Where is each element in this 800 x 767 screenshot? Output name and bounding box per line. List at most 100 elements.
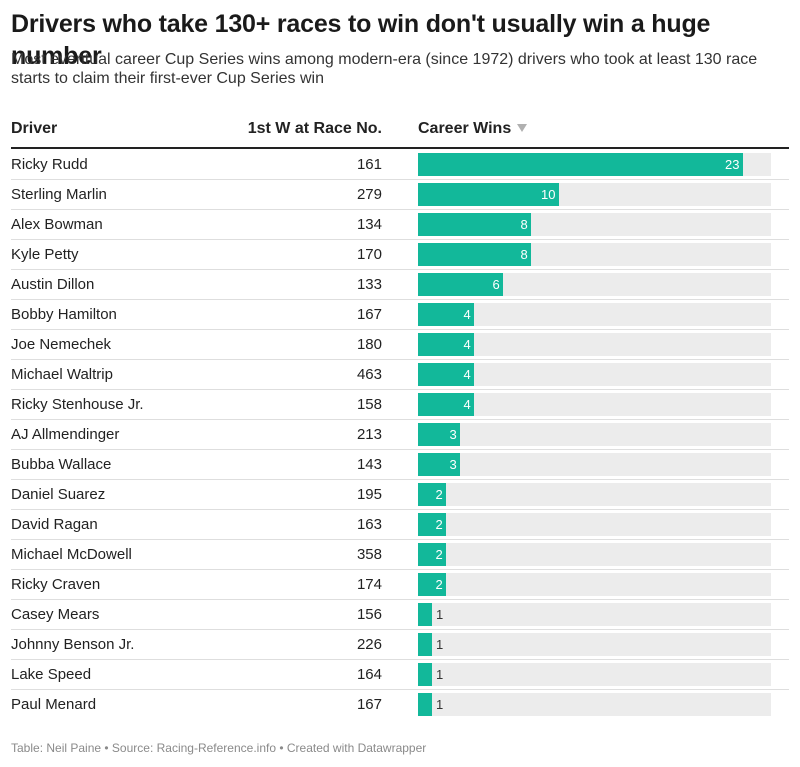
career-wins-bar xyxy=(418,243,531,266)
career-wins-value: 4 xyxy=(463,397,471,412)
first-win-race-number: 133 xyxy=(356,276,382,293)
career-wins-bar xyxy=(418,333,474,356)
first-win-race-number: 161 xyxy=(356,156,382,173)
driver-name: Paul Menard xyxy=(11,696,97,713)
career-wins-bar xyxy=(418,573,446,596)
bar-track: 2 xyxy=(418,543,771,566)
row-divider xyxy=(11,299,789,300)
row-divider xyxy=(11,539,789,540)
column-header-career-wins[interactable]: Career Wins xyxy=(418,117,528,141)
career-wins-bar xyxy=(418,393,474,416)
driver-name: Ricky Craven xyxy=(11,576,101,593)
career-wins-value: 8 xyxy=(520,247,528,262)
bar-track: 1 xyxy=(418,603,771,626)
driver-name: David Ragan xyxy=(11,516,98,533)
first-win-race-number: 180 xyxy=(356,336,382,353)
sort-descending-icon[interactable] xyxy=(517,123,528,132)
driver-name: Austin Dillon xyxy=(11,276,95,293)
column-header-driver[interactable]: Driver xyxy=(11,120,58,137)
bar-track: 2 xyxy=(418,573,771,596)
driver-name: Ricky Stenhouse Jr. xyxy=(11,396,144,413)
table-row: Joe Nemechek 180 4 xyxy=(0,330,800,360)
career-wins-value: 2 xyxy=(435,487,443,502)
driver-name: Casey Mears xyxy=(11,606,100,623)
first-win-race-number: 163 xyxy=(356,516,382,533)
table-row: Daniel Suarez 195 2 xyxy=(0,480,800,510)
driver-name: Sterling Marlin xyxy=(11,186,107,203)
first-win-race-number: 226 xyxy=(356,636,382,653)
career-wins-value: 2 xyxy=(435,547,443,562)
driver-name: Lake Speed xyxy=(11,666,92,683)
driver-name: Ricky Rudd xyxy=(11,156,88,173)
career-wins-bar xyxy=(418,423,460,446)
bar-track: 1 xyxy=(418,633,771,656)
bar-track: 3 xyxy=(418,423,771,446)
row-divider xyxy=(11,479,789,480)
source-footer: Table: Neil Paine • Source: Racing-Refer… xyxy=(11,741,427,755)
table-row: Michael Waltrip 463 4 xyxy=(0,360,800,390)
chart-subtitle: Most eventual career Cup Series wins amo… xyxy=(11,51,758,87)
first-win-race-number: 213 xyxy=(356,426,382,443)
row-divider xyxy=(11,359,789,360)
career-wins-value: 6 xyxy=(492,277,500,292)
bar-track: 3 xyxy=(418,453,771,476)
table-row: Paul Menard 167 1 xyxy=(0,690,800,720)
career-wins-bar xyxy=(418,513,446,536)
career-wins-value: 1 xyxy=(436,607,444,622)
table-row: AJ Allmendinger 213 3 xyxy=(0,420,800,450)
row-divider xyxy=(11,629,789,630)
row-divider xyxy=(11,209,789,210)
career-wins-bar xyxy=(418,663,432,686)
first-win-race-number: 195 xyxy=(356,486,382,503)
table-row: Austin Dillon 133 6 xyxy=(0,270,800,300)
column-header-first-win-race[interactable]: 1st W at Race No. xyxy=(247,120,382,137)
career-wins-value: 2 xyxy=(435,517,443,532)
bar-track: 4 xyxy=(418,393,771,416)
table-row: Ricky Stenhouse Jr. 158 4 xyxy=(0,390,800,420)
table-row: Sterling Marlin 279 10 xyxy=(0,180,800,210)
header-divider xyxy=(11,147,789,149)
driver-name: Joe Nemechek xyxy=(11,336,112,353)
bar-track: 23 xyxy=(418,153,771,176)
bar-track: 6 xyxy=(418,273,771,296)
career-wins-bar xyxy=(418,153,743,176)
career-wins-value: 4 xyxy=(463,307,471,322)
career-wins-value: 3 xyxy=(449,457,457,472)
driver-name: Kyle Petty xyxy=(11,246,79,263)
row-divider xyxy=(11,659,789,660)
bar-track: 1 xyxy=(418,663,771,686)
row-divider xyxy=(11,449,789,450)
first-win-race-number: 167 xyxy=(356,306,382,323)
first-win-race-number: 134 xyxy=(356,216,382,233)
career-wins-bar xyxy=(418,693,432,716)
career-wins-bar xyxy=(418,603,432,626)
row-divider xyxy=(11,179,789,180)
driver-name: Daniel Suarez xyxy=(11,486,106,503)
driver-name: Johnny Benson Jr. xyxy=(11,636,135,653)
career-wins-bar xyxy=(418,543,446,566)
bar-track: 2 xyxy=(418,513,771,536)
row-divider xyxy=(11,509,789,510)
first-win-race-number: 164 xyxy=(356,666,382,683)
row-divider xyxy=(11,419,789,420)
driver-name: Alex Bowman xyxy=(11,216,103,233)
table-row: Johnny Benson Jr. 226 1 xyxy=(0,630,800,660)
table-row: Bobby Hamilton 167 4 xyxy=(0,300,800,330)
table-row: David Ragan 163 2 xyxy=(0,510,800,540)
bar-track: 2 xyxy=(418,483,771,506)
table-row: Ricky Rudd 161 23 xyxy=(0,150,800,180)
career-wins-value: 1 xyxy=(436,697,444,712)
career-wins-value: 10 xyxy=(541,187,556,202)
career-wins-bar xyxy=(418,453,460,476)
table-row: Lake Speed 164 1 xyxy=(0,660,800,690)
bar-track: 8 xyxy=(418,243,771,266)
row-divider xyxy=(11,689,789,690)
first-win-race-number: 279 xyxy=(356,186,382,203)
career-wins-value: 3 xyxy=(449,427,457,442)
career-wins-bar xyxy=(418,363,474,386)
career-wins-value: 2 xyxy=(435,577,443,592)
bar-track: 4 xyxy=(418,303,771,326)
career-wins-bar xyxy=(418,213,531,236)
career-wins-value: 8 xyxy=(520,217,528,232)
table-row: Kyle Petty 170 8 xyxy=(0,240,800,270)
